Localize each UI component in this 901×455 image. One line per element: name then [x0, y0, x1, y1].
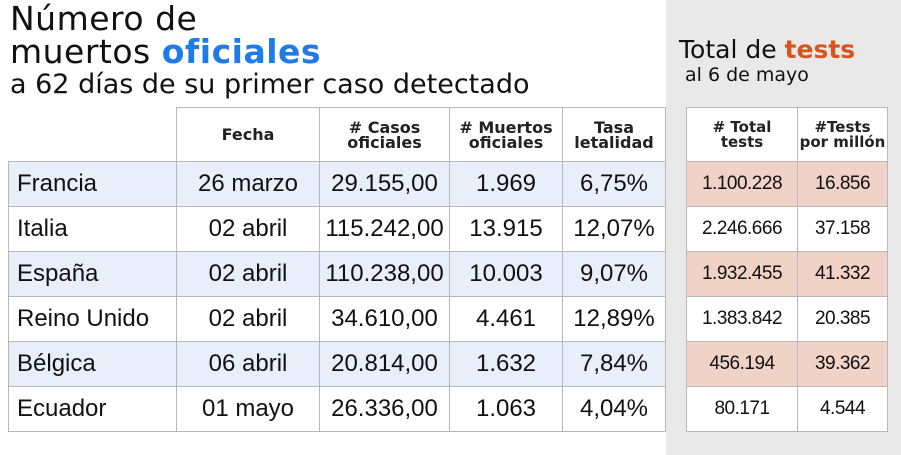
- tests-title-prefix: Total de: [679, 35, 785, 64]
- muertos-cell: 4.461: [449, 296, 563, 342]
- tests-table: # Total tests #Tests por millón 1.100.228 …: [686, 107, 888, 432]
- table-row: 2.246.666 37.158: [686, 206, 888, 252]
- title-line-2: muertos oficiales: [10, 35, 660, 68]
- header-casos-1: # Casos: [348, 117, 421, 137]
- tasa-cell: 4,04%: [562, 386, 666, 432]
- header-muertos: # Muertos oficiales: [449, 107, 563, 162]
- tasa-cell: 12,07%: [562, 206, 666, 252]
- table-row: Ecuador 01 mayo 26.336,00 1.063 4,04%: [8, 386, 666, 432]
- title-accent-oficiales: oficiales: [161, 32, 322, 71]
- muertos-cell: 1.632: [449, 341, 563, 387]
- tasa-cell: 6,75%: [562, 161, 666, 207]
- tests-per-million-cell: 16.856: [797, 161, 888, 207]
- fecha-cell: 06 abril: [176, 341, 320, 387]
- tasa-cell: 9,07%: [562, 251, 666, 297]
- country-cell: Italia: [8, 206, 177, 252]
- table-row: España 02 abril 110.238,00 10.003 9,07%: [8, 251, 666, 297]
- deaths-table: Fecha # Casos oficiales # Muertos oficiale…: [8, 107, 666, 432]
- tests-table-header: # Total tests #Tests por millón: [686, 107, 888, 162]
- tests-subtitle: al 6 de mayo: [685, 64, 809, 86]
- casos-cell: 20.814,00: [319, 341, 450, 387]
- table-row: Francia 26 marzo 29.155,00 1.969 6,75%: [8, 161, 666, 207]
- muertos-cell: 13.915: [449, 206, 563, 252]
- country-cell: Ecuador: [8, 386, 177, 432]
- table-row: Bélgica 06 abril 20.814,00 1.632 7,84%: [8, 341, 666, 387]
- total-tests-cell: 1.383.842: [686, 296, 798, 342]
- country-cell: Reino Unido: [8, 296, 177, 342]
- header-permillon-1: #Tests: [814, 117, 871, 136]
- muertos-cell: 1.063: [449, 386, 563, 432]
- tests-title: Total de tests: [679, 36, 855, 64]
- casos-cell: 34.610,00: [319, 296, 450, 342]
- header-tests-por-millon: #Tests por millón: [797, 107, 888, 162]
- fecha-cell: 02 abril: [176, 251, 320, 297]
- table-row: 80.171 4.544: [686, 386, 888, 432]
- title-line-2-prefix: muertos: [10, 32, 162, 71]
- total-tests-cell: 2.246.666: [686, 206, 798, 252]
- total-tests-cell: 1.100.228: [686, 161, 798, 207]
- header-total-tests: # Total tests: [686, 107, 798, 162]
- fecha-cell: 02 abril: [176, 206, 320, 252]
- header-muertos-2: oficiales: [468, 132, 544, 152]
- fecha-cell: 26 marzo: [176, 161, 320, 207]
- header-casos: # Casos oficiales: [319, 107, 450, 162]
- header-tasa-2: letalidad: [574, 132, 654, 152]
- tests-per-million-cell: 20.385: [797, 296, 888, 342]
- table-row: 1.100.228 16.856: [686, 161, 888, 207]
- total-tests-cell: 456.194: [686, 341, 798, 387]
- tests-per-million-cell: 41.332: [797, 251, 888, 297]
- deaths-table-header: Fecha # Casos oficiales # Muertos oficiale…: [8, 107, 666, 162]
- table-row: Italia 02 abril 115.242,00 13.915 12,07%: [8, 206, 666, 252]
- muertos-cell: 10.003: [449, 251, 563, 297]
- tests-title-accent: tests: [784, 35, 856, 64]
- tasa-cell: 7,84%: [562, 341, 666, 387]
- muertos-cell: 1.969: [449, 161, 563, 207]
- total-tests-cell: 80.171: [686, 386, 798, 432]
- casos-cell: 29.155,00: [319, 161, 450, 207]
- casos-cell: 110.238,00: [319, 251, 450, 297]
- fecha-cell: 01 mayo: [176, 386, 320, 432]
- table-row: Reino Unido 02 abril 34.610,00 4.461 12,…: [8, 296, 666, 342]
- country-cell: Francia: [8, 161, 177, 207]
- country-cell: Bélgica: [8, 341, 177, 387]
- tests-per-million-cell: 4.544: [797, 386, 888, 432]
- header-total-1: # Total: [712, 117, 772, 136]
- fecha-cell: 02 abril: [176, 296, 320, 342]
- casos-cell: 26.336,00: [319, 386, 450, 432]
- header-tasa-1: Tasa: [594, 117, 634, 137]
- header-permillon-2: por millón: [799, 132, 886, 151]
- total-tests-cell: 1.932.455: [686, 251, 798, 297]
- header-fecha: Fecha: [176, 107, 320, 162]
- table-row: 456.194 39.362: [686, 341, 888, 387]
- title-line-3: a 62 días de su primer caso detectado: [10, 69, 530, 100]
- country-cell: España: [8, 251, 177, 297]
- casos-cell: 115.242,00: [319, 206, 450, 252]
- title-line-1: Número de: [10, 0, 198, 38]
- table-row: 1.932.455 41.332: [686, 251, 888, 297]
- header-casos-2: oficiales: [347, 132, 422, 152]
- tests-per-million-cell: 37.158: [797, 206, 888, 252]
- tests-per-million-cell: 39.362: [797, 341, 888, 387]
- header-total-2: tests: [720, 132, 764, 151]
- header-tasa: Tasa letalidad: [562, 107, 666, 162]
- page-title: Número de muertos oficiales a 62 días de…: [10, 2, 660, 102]
- tasa-cell: 12,89%: [562, 296, 666, 342]
- tests-panel-title: Total de tests al 6 de mayo: [679, 36, 855, 87]
- header-muertos-1: # Muertos: [459, 117, 553, 137]
- table-row: 1.383.842 20.385: [686, 296, 888, 342]
- header-blank: [8, 107, 177, 162]
